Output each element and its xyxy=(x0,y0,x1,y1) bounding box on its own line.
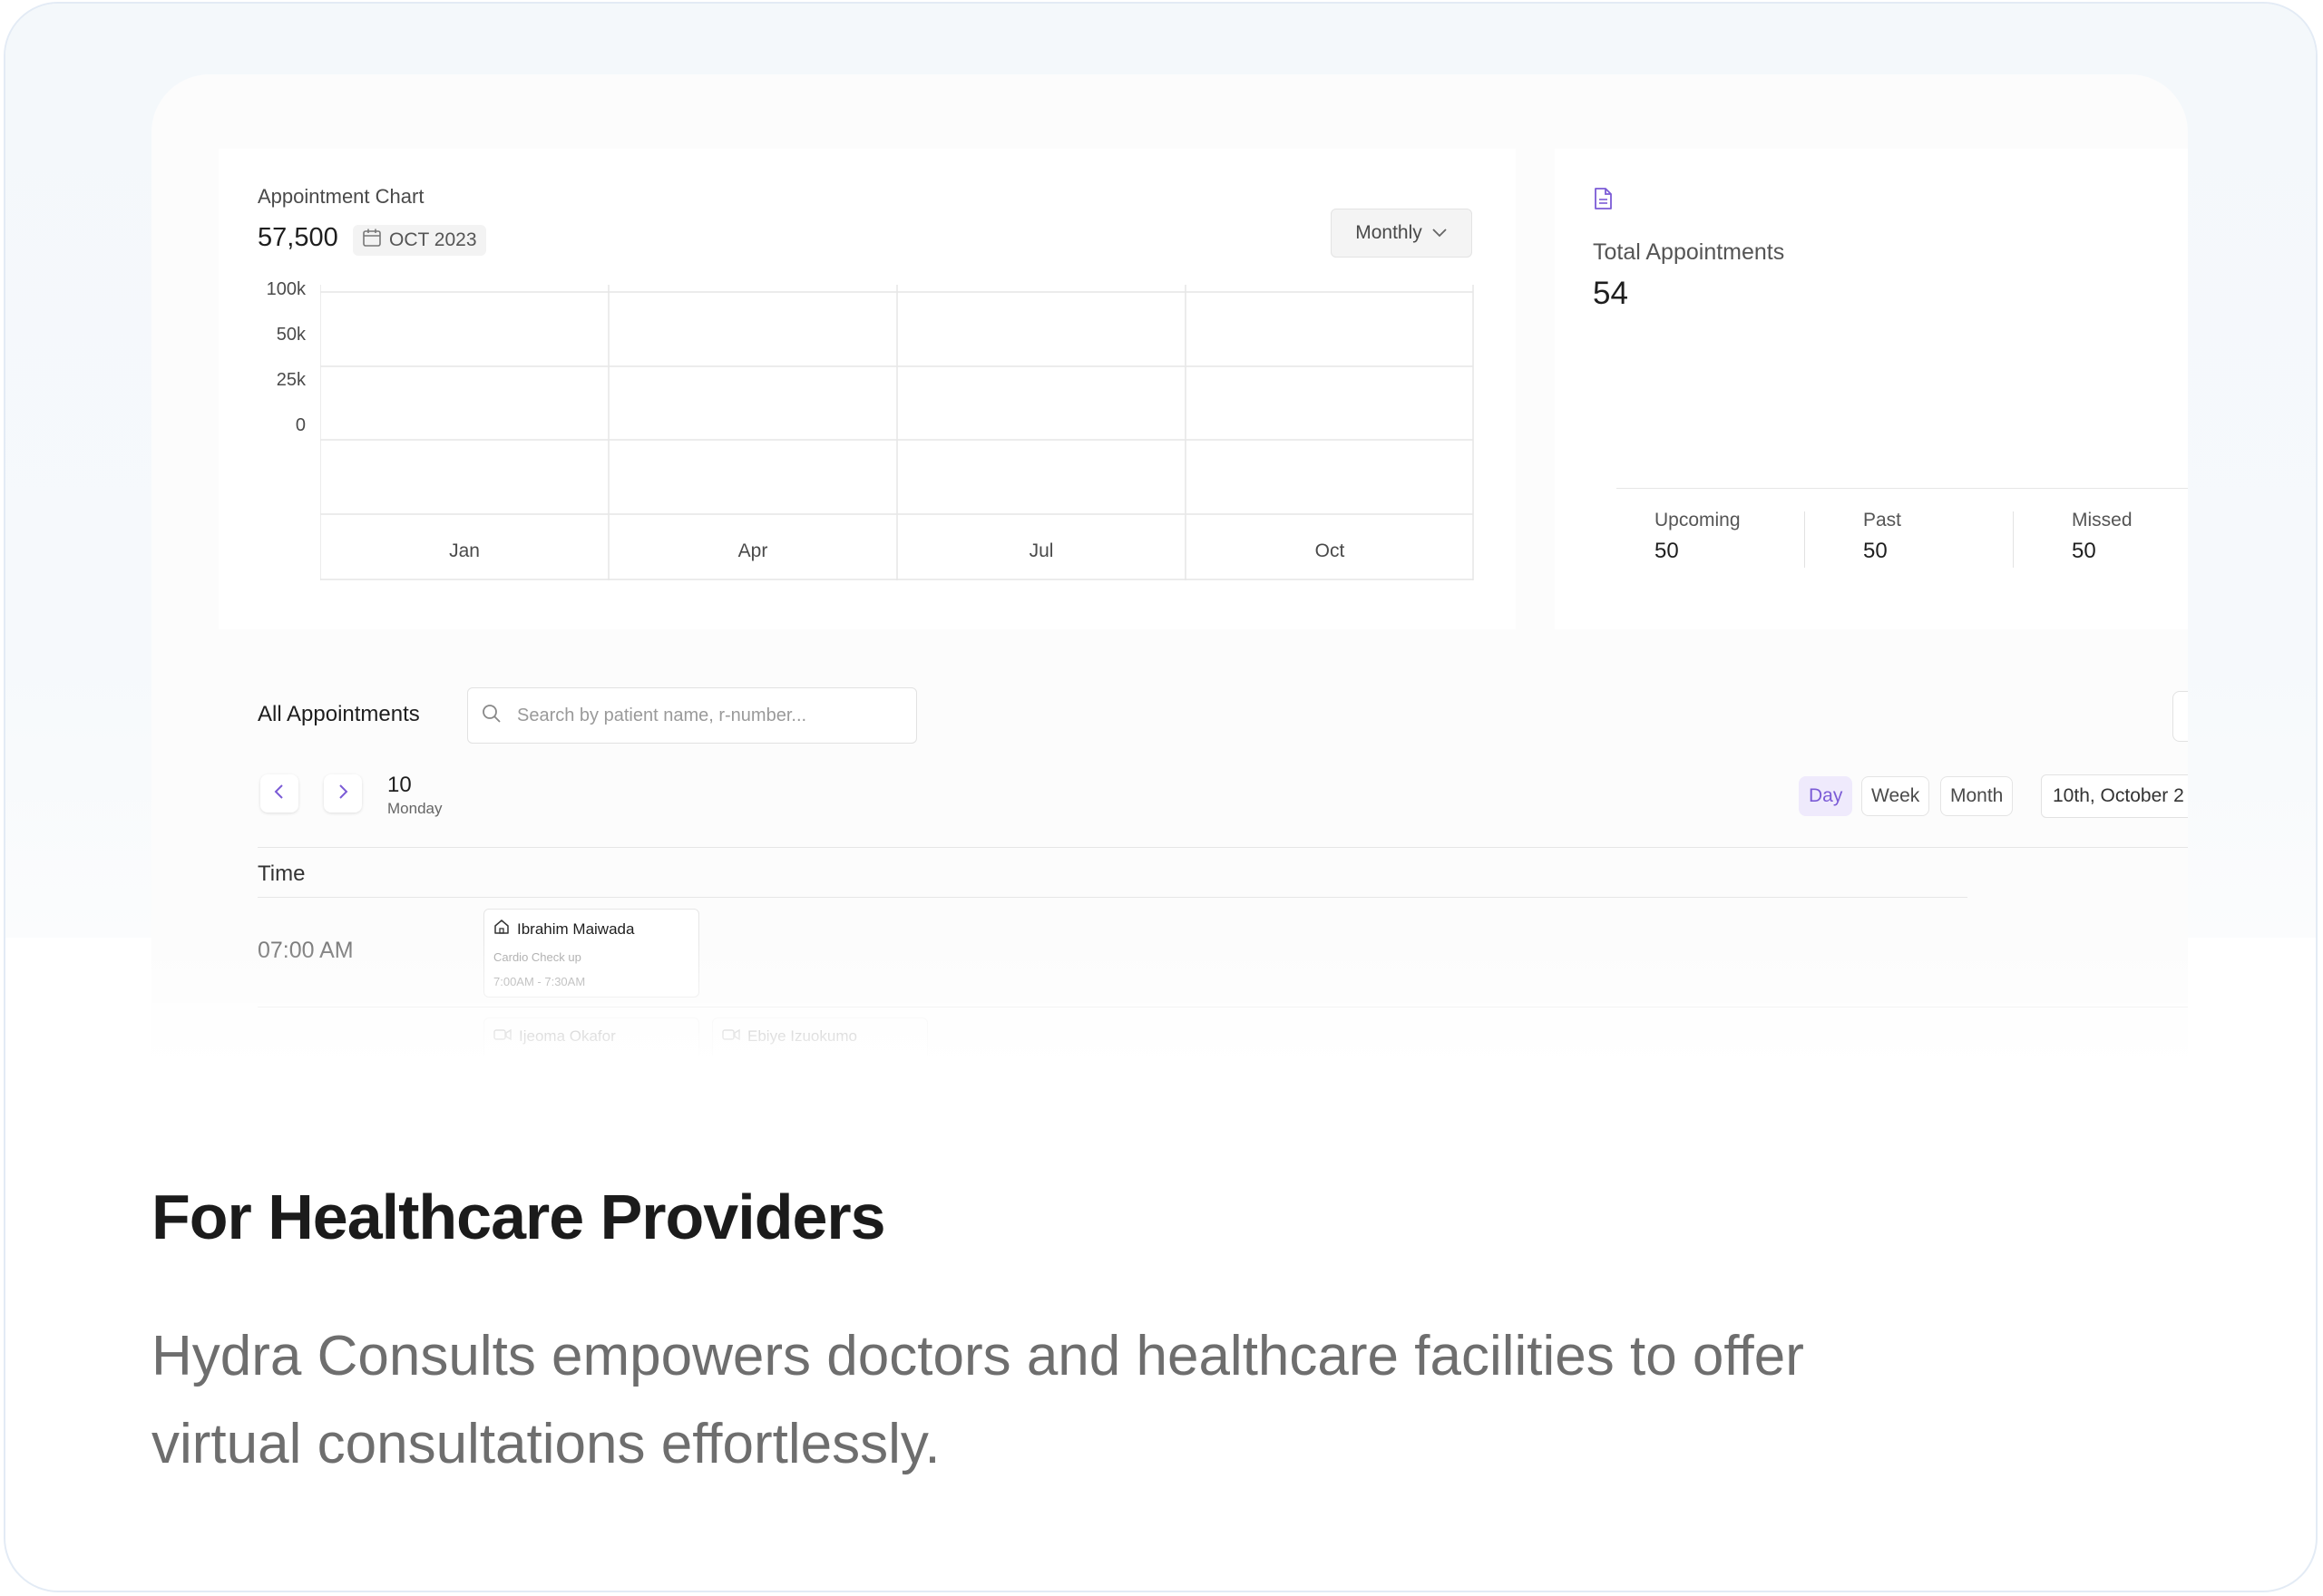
chevron-left-icon xyxy=(273,783,286,805)
y-tick-label: 25k xyxy=(276,370,306,390)
video-icon xyxy=(722,1027,740,1046)
stat-upcoming: Upcoming 50 xyxy=(1654,510,1741,564)
appointment-patient-name: Ebiye Izuokumo xyxy=(747,1027,857,1045)
appointment-event[interactable]: Ebiye Izuokumo xyxy=(712,1017,928,1056)
appointment-event[interactable]: Ibrahim Maiwada Cardio Check up 7:00AM -… xyxy=(483,909,699,998)
x-tick-label: Jul xyxy=(1029,540,1054,561)
y-tick-label: 0 xyxy=(295,415,306,435)
total-appointments-label: Total Appointments xyxy=(1593,239,1785,265)
search-box[interactable] xyxy=(467,687,917,744)
document-icon xyxy=(1593,187,1613,215)
stat-past: Past 50 xyxy=(1863,510,1901,564)
view-month-button[interactable]: Month xyxy=(1940,776,2014,816)
divider xyxy=(258,897,1967,898)
appointment-chart-panel: Appointment Chart 57,500 OCT 2023 Monthl… xyxy=(219,149,1516,629)
appointment-time: 7:00AM - 7:30AM xyxy=(493,975,586,988)
search-input[interactable] xyxy=(515,704,900,727)
x-tick-label: Jan xyxy=(449,540,480,561)
chart-plot-area xyxy=(320,285,1474,580)
x-tick-label: Oct xyxy=(1314,540,1345,561)
stat-past-value: 50 xyxy=(1863,539,1888,563)
chevron-down-icon xyxy=(1431,222,1448,244)
video-icon xyxy=(493,1027,512,1046)
dashboard-screenshot: Appointment Chart 57,500 OCT 2023 Monthl… xyxy=(151,74,2188,1056)
x-tick-label: Apr xyxy=(737,540,768,561)
period-dropdown[interactable]: Monthly xyxy=(1331,209,1472,258)
appointment-event[interactable]: Ijeoma Okafor xyxy=(483,1017,699,1056)
toolbar-button[interactable] xyxy=(2172,691,2188,742)
chevron-right-icon xyxy=(337,783,349,805)
stats-divider xyxy=(1616,488,2188,489)
stat-missed-label: Missed xyxy=(2072,510,2133,530)
stat-separator xyxy=(1804,511,1805,568)
date-chip-label: OCT 2023 xyxy=(389,229,477,250)
prev-day-button[interactable] xyxy=(260,774,298,813)
stat-upcoming-value: 50 xyxy=(1654,539,1679,563)
section-heading: For Healthcare Providers xyxy=(151,1182,886,1252)
period-dropdown-label: Monthly xyxy=(1355,222,1422,243)
view-week-button[interactable]: Week xyxy=(1861,776,1930,816)
stat-missed: Missed 50 xyxy=(2072,510,2133,564)
stat-separator xyxy=(2013,511,2014,568)
day-name: Monday xyxy=(387,800,443,817)
search-icon xyxy=(481,703,503,729)
appointment-event-title: Ijeoma Okafor xyxy=(493,1027,689,1046)
total-appointments-value: 54 xyxy=(1593,276,1628,311)
total-appointments-panel: Total Appointments 54 Upcoming 50 Past 5… xyxy=(1555,149,2188,629)
view-day-button[interactable]: Day xyxy=(1799,776,1853,816)
chart-grid xyxy=(320,285,1474,580)
section-description: Hydra Consults empowers doctors and heal… xyxy=(151,1325,1804,1475)
y-tick-label: 50k xyxy=(276,325,306,345)
all-appointments-title: All Appointments xyxy=(258,702,420,726)
screenshot-fade-overlay xyxy=(151,938,2188,1056)
appointment-patient-name: Ibrahim Maiwada xyxy=(517,920,635,938)
feature-card: Appointment Chart 57,500 OCT 2023 Monthl… xyxy=(4,2,2318,1592)
appointment-type: Cardio Check up xyxy=(493,950,581,964)
appointment-patient-name: Ijeoma Okafor xyxy=(519,1027,616,1045)
appointment-event-title: Ebiye Izuokumo xyxy=(722,1027,918,1046)
date-picker-field[interactable]: 10th, October 2 xyxy=(2041,774,2188,818)
day-number: 10 xyxy=(387,773,412,797)
time-slot-label: 07:00 AM xyxy=(258,938,354,963)
y-tick-label: 100k xyxy=(266,279,306,299)
calendar-icon xyxy=(362,228,382,253)
date-chip: OCT 2023 xyxy=(353,225,486,256)
stat-missed-value: 50 xyxy=(2072,539,2096,563)
chart-title: Appointment Chart xyxy=(258,185,425,208)
time-column-header: Time xyxy=(258,861,306,886)
stat-past-label: Past xyxy=(1863,510,1902,530)
next-day-button[interactable] xyxy=(324,774,362,813)
chart-total: 57,500 xyxy=(258,223,338,252)
home-icon xyxy=(493,919,510,939)
stat-upcoming-label: Upcoming xyxy=(1654,510,1741,530)
appointment-event-title: Ibrahim Maiwada xyxy=(493,919,689,939)
divider xyxy=(258,847,2188,848)
